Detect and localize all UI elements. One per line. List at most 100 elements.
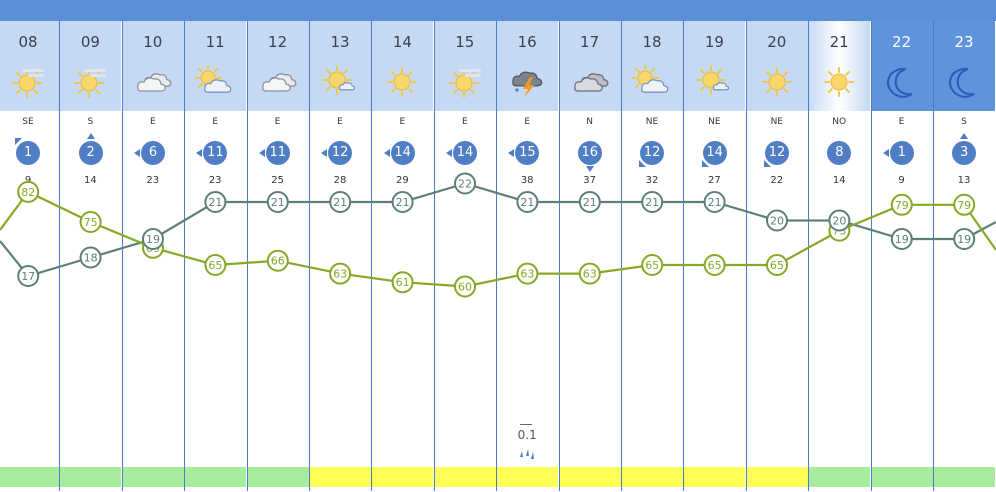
temperature-value: 20 xyxy=(770,215,784,228)
wind-arrow-icon xyxy=(446,149,452,157)
temperature-value: 19 xyxy=(895,233,909,246)
column-divider xyxy=(746,21,747,491)
humidity-point: 63 xyxy=(578,262,601,285)
wind-arrow-icon xyxy=(701,160,709,167)
column-divider xyxy=(621,21,622,491)
column-divider xyxy=(59,21,60,491)
uv-level-segment xyxy=(0,467,59,487)
temperature-value: 21 xyxy=(333,196,347,209)
wind-direction-label: NE xyxy=(770,117,783,127)
wind-arrow-icon xyxy=(196,149,203,157)
wind-arrow-icon xyxy=(960,133,969,139)
wind-arrow-icon xyxy=(383,149,390,157)
wind-gust-label: 29 xyxy=(396,175,409,186)
hour-label: 13 xyxy=(330,33,350,51)
hour-header-13: 13 xyxy=(309,21,371,111)
hour-label: 23 xyxy=(954,33,974,51)
humidity-point: 60 xyxy=(454,275,476,298)
humidity-value: 75 xyxy=(84,216,98,229)
temperature-value: 21 xyxy=(645,196,659,209)
sun-small-cloud-icon xyxy=(696,65,730,95)
temperature-point: 20 xyxy=(766,209,788,232)
hour-label: 18 xyxy=(642,33,662,51)
wind-gust-label: 14 xyxy=(84,175,97,186)
sun-icon xyxy=(761,67,792,97)
humidity-point: 61 xyxy=(391,271,414,294)
wind-gust-label: 27 xyxy=(708,175,721,186)
wind-direction-label: E xyxy=(461,117,468,127)
wind-gust-label: 9 xyxy=(898,175,905,186)
wind-speed-badge: 6 xyxy=(141,141,165,165)
wind-arrow-icon xyxy=(258,149,265,157)
rain-drops-icon xyxy=(520,449,535,459)
temperature-point: 22 xyxy=(454,172,476,195)
humidity-point: 75 xyxy=(79,211,102,233)
sun-partly-hazy-icon xyxy=(12,68,44,98)
wind-gust-label: 32 xyxy=(645,175,659,186)
wind-direction-label: N xyxy=(586,117,593,127)
wind-speed-badge: 14 xyxy=(453,141,477,165)
wind-direction-label: E xyxy=(274,117,281,127)
humidity-value: 66 xyxy=(271,255,285,268)
hour-label: 10 xyxy=(143,33,163,51)
wind-direction-label: E xyxy=(149,117,156,127)
temperature-point: 18 xyxy=(79,246,102,269)
humidity-value: 65 xyxy=(708,259,722,272)
wind-arrow-icon xyxy=(585,166,594,172)
column-divider xyxy=(122,21,123,491)
sun-behind-cloud-icon xyxy=(195,65,232,93)
humidity-point: 63 xyxy=(329,262,352,285)
hour-label: 14 xyxy=(392,33,412,51)
humidity-point: 65 xyxy=(204,254,227,276)
wind-speed-badge: 8 xyxy=(827,141,852,165)
column-divider xyxy=(371,21,372,491)
moon-icon xyxy=(949,67,975,98)
uv-level-segment xyxy=(59,467,122,487)
temperature-value: 21 xyxy=(708,196,722,209)
uv-level-segment xyxy=(558,467,621,487)
temperature-point: 21 xyxy=(204,191,227,213)
temperature-point: 17 xyxy=(17,265,40,287)
temperature-point: 21 xyxy=(703,191,726,213)
humidity-value: 63 xyxy=(520,268,534,281)
hour-label: 17 xyxy=(580,33,600,51)
wind-speed-badge: 1 xyxy=(889,141,914,165)
wind-arrow-icon xyxy=(639,160,647,167)
sun-icon xyxy=(387,67,418,97)
wind-direction-label: S xyxy=(961,117,967,127)
wind-gust-label: 13 xyxy=(957,175,971,186)
humidity-value: 65 xyxy=(770,259,784,272)
temperature-point: 21 xyxy=(391,191,414,213)
hour-header-11: 11 xyxy=(184,21,247,111)
wind-gust-label: 38 xyxy=(520,175,534,186)
hour-header-18: 18 xyxy=(621,21,683,111)
hour-label: 08 xyxy=(18,33,38,51)
wind-speed-badge: 2 xyxy=(78,141,103,165)
wind-gust-label: 14 xyxy=(832,175,846,186)
hour-header-15: 15 xyxy=(433,21,496,111)
wind-arrow-icon xyxy=(134,149,140,157)
wind-direction-label: S xyxy=(87,117,94,127)
wind-speed-badge: 12 xyxy=(640,141,665,165)
precipitation-tick xyxy=(520,424,533,425)
hour-label: 15 xyxy=(455,33,475,51)
hour-header-22: 22 xyxy=(870,21,933,111)
temperature-value: 19 xyxy=(146,233,160,246)
uv-level-segment xyxy=(433,467,496,487)
hour-header-12: 12 xyxy=(246,21,309,111)
thunderstorm-icon xyxy=(512,71,543,98)
wind-speed-badge: 14 xyxy=(390,141,415,165)
temperature-point: 21 xyxy=(266,191,289,213)
hour-header-23: 23 xyxy=(933,21,995,111)
wind-arrow-icon xyxy=(86,133,95,139)
precipitation-value: 0.1 xyxy=(517,428,537,442)
column-divider xyxy=(683,21,684,491)
temperature-value: 21 xyxy=(271,196,285,209)
temperature-value: 21 xyxy=(583,196,597,209)
uv-level-segment xyxy=(870,467,933,487)
humidity-value: 79 xyxy=(895,199,909,212)
temperature-point: 19 xyxy=(142,228,164,250)
column-divider xyxy=(559,21,560,491)
humidity-value: 65 xyxy=(208,259,222,272)
humidity-value: 82 xyxy=(21,186,35,199)
